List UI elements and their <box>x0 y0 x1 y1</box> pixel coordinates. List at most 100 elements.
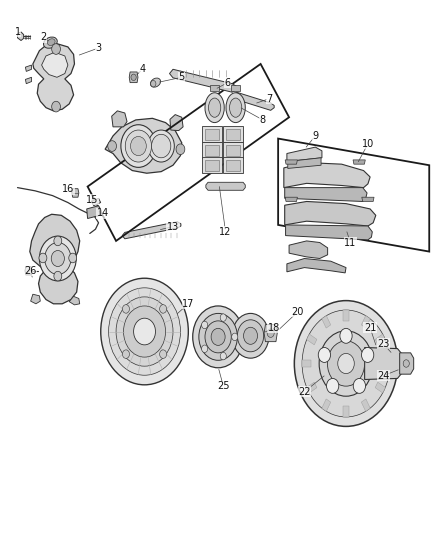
Polygon shape <box>122 222 181 239</box>
Polygon shape <box>210 85 219 91</box>
Circle shape <box>109 288 180 375</box>
Text: 21: 21 <box>364 323 376 333</box>
Polygon shape <box>231 85 240 91</box>
Text: 16: 16 <box>62 184 74 194</box>
Polygon shape <box>343 310 349 321</box>
Circle shape <box>69 253 77 263</box>
Circle shape <box>232 313 269 358</box>
Circle shape <box>220 352 226 360</box>
Polygon shape <box>307 382 317 393</box>
Polygon shape <box>322 316 331 328</box>
Text: 12: 12 <box>219 227 232 237</box>
Circle shape <box>318 348 331 362</box>
Circle shape <box>328 341 364 386</box>
Circle shape <box>302 310 390 417</box>
Ellipse shape <box>226 93 245 123</box>
Circle shape <box>294 301 398 426</box>
Ellipse shape <box>230 98 242 117</box>
Polygon shape <box>223 126 243 142</box>
Circle shape <box>52 44 60 54</box>
Text: 1: 1 <box>14 27 21 37</box>
Polygon shape <box>289 241 328 259</box>
Circle shape <box>101 278 188 385</box>
Circle shape <box>125 130 152 162</box>
Circle shape <box>45 243 71 274</box>
Polygon shape <box>72 189 79 197</box>
Text: 25: 25 <box>217 382 230 391</box>
Polygon shape <box>69 296 80 305</box>
Circle shape <box>39 236 76 281</box>
Polygon shape <box>202 126 222 142</box>
Text: 5: 5 <box>179 72 185 82</box>
Polygon shape <box>205 145 219 156</box>
Polygon shape <box>18 32 24 41</box>
Circle shape <box>54 236 62 246</box>
Circle shape <box>267 329 274 337</box>
Polygon shape <box>361 316 370 328</box>
Circle shape <box>159 305 166 313</box>
Circle shape <box>39 253 47 263</box>
Circle shape <box>338 353 354 374</box>
Polygon shape <box>226 129 240 140</box>
Polygon shape <box>287 259 346 273</box>
Circle shape <box>244 327 258 344</box>
Text: 26: 26 <box>25 266 37 276</box>
Text: 14: 14 <box>97 208 109 218</box>
Ellipse shape <box>43 37 57 49</box>
Circle shape <box>148 130 174 162</box>
Text: 9: 9 <box>312 131 318 141</box>
Polygon shape <box>205 129 219 140</box>
Circle shape <box>319 331 373 396</box>
Circle shape <box>220 314 226 321</box>
Polygon shape <box>307 334 317 345</box>
Circle shape <box>193 306 244 368</box>
Polygon shape <box>375 382 385 393</box>
Circle shape <box>52 101 60 112</box>
Polygon shape <box>129 72 138 83</box>
Polygon shape <box>264 325 277 342</box>
Circle shape <box>205 321 231 353</box>
Circle shape <box>201 345 208 352</box>
Circle shape <box>199 313 237 360</box>
Circle shape <box>340 328 352 343</box>
Text: 23: 23 <box>377 339 389 349</box>
Polygon shape <box>343 406 349 417</box>
Text: 24: 24 <box>377 371 389 381</box>
Polygon shape <box>226 145 240 156</box>
Polygon shape <box>33 44 74 111</box>
Polygon shape <box>206 182 245 190</box>
Polygon shape <box>353 160 365 164</box>
Polygon shape <box>205 160 219 171</box>
Polygon shape <box>362 197 374 201</box>
Polygon shape <box>223 142 243 158</box>
Polygon shape <box>286 225 372 240</box>
Polygon shape <box>202 142 222 158</box>
Polygon shape <box>25 77 32 84</box>
Text: 17: 17 <box>182 299 194 309</box>
Text: 7: 7 <box>266 94 272 103</box>
Circle shape <box>108 141 117 151</box>
Ellipse shape <box>150 78 161 87</box>
Text: 2: 2 <box>41 33 47 42</box>
Text: 10: 10 <box>362 139 374 149</box>
Ellipse shape <box>205 93 224 123</box>
Polygon shape <box>25 65 32 71</box>
Text: 11: 11 <box>344 238 357 247</box>
Text: 22: 22 <box>298 387 311 397</box>
Polygon shape <box>399 353 413 374</box>
Text: 13: 13 <box>167 222 179 231</box>
Circle shape <box>123 350 130 358</box>
Polygon shape <box>170 115 183 131</box>
Circle shape <box>403 360 409 367</box>
Polygon shape <box>285 188 367 201</box>
Circle shape <box>151 80 156 87</box>
Circle shape <box>123 305 130 313</box>
Circle shape <box>131 74 136 80</box>
Polygon shape <box>302 360 311 367</box>
Circle shape <box>54 271 62 281</box>
Polygon shape <box>284 163 370 188</box>
Circle shape <box>353 378 366 393</box>
Polygon shape <box>285 160 297 164</box>
Polygon shape <box>322 399 331 411</box>
Polygon shape <box>25 266 32 275</box>
